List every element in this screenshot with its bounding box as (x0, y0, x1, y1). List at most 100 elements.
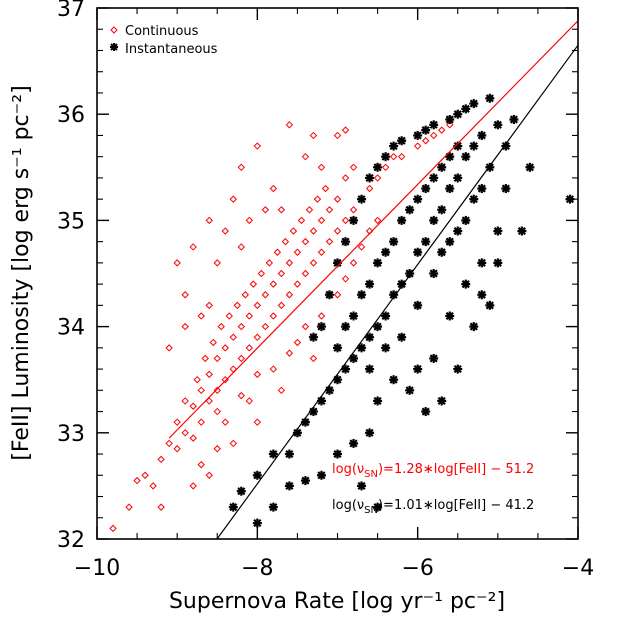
data-point-asterisk (437, 162, 447, 172)
data-point-diamond (285, 259, 294, 267)
y-axis-title: [FeII] Luminosity [log erg s⁻¹ pc⁻²] (9, 85, 34, 460)
data-point-diamond (321, 184, 330, 193)
data-point-diamond (413, 142, 422, 150)
data-point-diamond (309, 354, 318, 363)
data-point-asterisk (493, 120, 503, 130)
data-point-diamond (261, 322, 270, 331)
data-point-asterisk (381, 152, 391, 162)
series-instantaneous (228, 93, 575, 528)
data-point-diamond (245, 344, 254, 352)
data-point-diamond (213, 445, 221, 453)
data-point-asterisk (333, 449, 342, 459)
data-point-asterisk (421, 237, 431, 247)
data-point-asterisk (525, 162, 535, 172)
data-point-asterisk (445, 237, 455, 247)
data-point-asterisk (316, 470, 326, 480)
data-point-asterisk (445, 184, 455, 194)
data-point-diamond (309, 259, 318, 267)
equation-suffix: )=1.28∗log[FeII] − 51.2 (378, 462, 534, 477)
data-point-diamond (301, 237, 310, 246)
equation-subscript: SN (364, 505, 378, 516)
data-point-asterisk (373, 322, 383, 332)
data-point-diamond (221, 227, 229, 235)
data-point-asterisk (509, 115, 519, 125)
data-point-asterisk (469, 141, 479, 151)
series-continuous (109, 121, 454, 533)
x-axis-title: Supernova Rate [log yr⁻¹ pc⁻²] (169, 589, 505, 614)
data-point-asterisk (437, 247, 447, 257)
data-point-asterisk (357, 290, 367, 300)
data-point-asterisk (357, 343, 367, 353)
fit-equation-continuous: log(νSN)=1.28∗log[FeII] − 51.2 (332, 462, 534, 480)
data-point-asterisk (413, 300, 423, 310)
data-point-diamond (173, 259, 181, 267)
data-point-asterisk (517, 226, 527, 236)
data-point-diamond (317, 163, 326, 172)
data-point-asterisk (316, 322, 326, 332)
data-point-asterisk (429, 269, 439, 278)
data-point-asterisk (349, 353, 359, 363)
data-point-diamond (133, 476, 141, 485)
data-point-diamond (438, 126, 446, 134)
data-point-asterisk (437, 205, 447, 215)
data-point-asterisk (381, 311, 391, 321)
equation-prefix: log(ν (332, 462, 364, 477)
data-point-diamond (373, 174, 382, 182)
data-point-diamond (237, 322, 246, 331)
data-point-diamond (349, 206, 358, 214)
data-point-asterisk (373, 162, 383, 172)
data-point-diamond (253, 370, 262, 379)
data-point-diamond (297, 216, 306, 225)
plot-area (109, 20, 578, 539)
data-point-diamond (205, 370, 213, 379)
data-point-diamond (229, 439, 237, 448)
data-point-diamond (333, 291, 342, 299)
y-tick-label: 35 (57, 209, 85, 234)
data-point-diamond (446, 121, 454, 129)
data-point-diamond (381, 163, 390, 172)
data-point-asterisk (268, 502, 278, 512)
data-point-asterisk (477, 258, 487, 268)
data-point-diamond (197, 460, 205, 469)
data-point-diamond (189, 243, 197, 251)
data-point-asterisk (469, 194, 479, 204)
data-point-diamond (333, 131, 342, 140)
data-point-asterisk (405, 385, 415, 395)
x-tick-label: −4 (562, 556, 594, 581)
legend-label-instantaneous: Instantaneous (125, 42, 218, 57)
data-point-diamond (289, 227, 298, 235)
data-point-asterisk (397, 136, 407, 146)
data-point-diamond (341, 275, 350, 283)
data-point-diamond (333, 195, 342, 203)
data-point-asterisk (365, 279, 375, 289)
data-point-diamond (141, 471, 149, 479)
data-point-diamond (261, 206, 270, 214)
data-point-asterisk (300, 476, 310, 486)
data-point-asterisk (365, 332, 375, 342)
data-point-asterisk (341, 322, 351, 332)
data-point-diamond (241, 291, 250, 299)
data-point-asterisk (501, 184, 511, 194)
data-point-asterisk (429, 353, 439, 363)
data-point-diamond (277, 301, 286, 310)
data-point-diamond (301, 152, 310, 161)
data-point-asterisk (453, 109, 463, 119)
data-point-asterisk (461, 215, 471, 225)
data-point-asterisk (413, 130, 423, 140)
data-point-asterisk (469, 99, 479, 109)
data-point-asterisk (461, 152, 471, 162)
data-point-diamond (325, 206, 334, 214)
data-point-asterisk (445, 311, 455, 321)
data-point-diamond (237, 243, 246, 251)
data-point-asterisk (381, 247, 391, 257)
data-point-diamond (209, 338, 217, 347)
data-point-diamond (189, 434, 197, 442)
y-tick-label: 36 (57, 103, 85, 128)
data-point-diamond (213, 386, 221, 395)
fit-line-continuous (168, 20, 578, 439)
data-point-asterisk (236, 486, 246, 496)
data-point-asterisk (365, 173, 375, 183)
data-point-asterisk (477, 184, 487, 194)
data-point-diamond (333, 227, 342, 235)
data-point-diamond (309, 227, 318, 235)
